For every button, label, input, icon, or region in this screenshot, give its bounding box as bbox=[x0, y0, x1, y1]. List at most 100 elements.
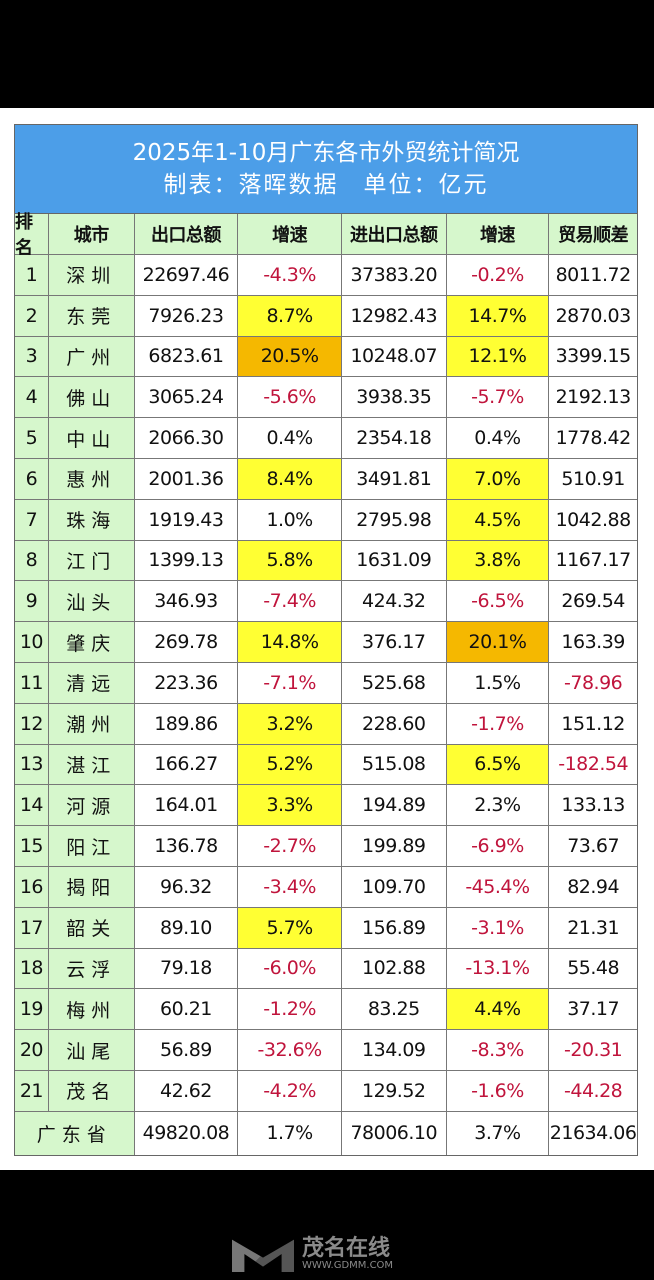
cell-rank: 20 bbox=[15, 1030, 49, 1070]
cell-export-growth: 0.4% bbox=[238, 418, 342, 458]
table-row: 3 广州 6823.61 20.5% 10248.07 12.1% 3399.15 bbox=[15, 336, 637, 378]
cell-surplus: 1042.88 bbox=[555, 508, 632, 531]
cell-export: 42.62 bbox=[135, 1070, 239, 1111]
header-row: 排名 城市 出口总额 增速 进出口总额 增速 贸易顺差 bbox=[15, 212, 637, 259]
cell-export: 6823.61 bbox=[135, 336, 239, 377]
cell-rank: 12 bbox=[15, 703, 49, 744]
table-row: 15 阳江 136.78 -2.7% 199.89 -6.9% 73.67 bbox=[15, 826, 637, 867]
cell-trade-growth: -45.4% bbox=[447, 866, 550, 907]
total-surplus: 21634.06 bbox=[549, 1122, 637, 1145]
cell-export-growth: 1.0% bbox=[238, 499, 342, 540]
cell-surplus: 3399.15 bbox=[555, 345, 632, 368]
table-row: 14 河源 164.01 3.3% 194.89 2.3% 133.13 bbox=[15, 785, 637, 827]
cell-trade-growth: -6.5% bbox=[447, 581, 550, 622]
cell-city: 深圳 bbox=[48, 255, 135, 295]
cell-trade: 129.52 bbox=[342, 1070, 447, 1111]
cell-export-growth: 5.2% bbox=[238, 744, 342, 785]
cell-surplus: -182.54 bbox=[558, 753, 629, 776]
cell-city: 佛山 bbox=[48, 377, 135, 418]
cell-export: 223.36 bbox=[135, 662, 239, 703]
total-row: 广东省 49820.08 1.7% 78006.10 3.7% 21634.06 bbox=[15, 1111, 637, 1155]
cell-export-growth: -4.3% bbox=[238, 255, 342, 295]
cell-surplus: 2192.13 bbox=[555, 386, 632, 409]
table-row: 2 东莞 7926.23 8.7% 12982.43 14.7% 2870.03 bbox=[15, 295, 637, 337]
cell-trade: 228.60 bbox=[342, 703, 447, 744]
table-row: 13 湛江 166.27 5.2% 515.08 6.5% -182.54 bbox=[15, 744, 637, 786]
cell-trade-growth: -13.1% bbox=[447, 948, 550, 989]
cell-city: 潮州 bbox=[48, 703, 135, 744]
total-export-growth: 1.7% bbox=[238, 1111, 342, 1155]
cell-city: 珠海 bbox=[48, 499, 135, 540]
cell-trade-growth: 4.5% bbox=[446, 499, 550, 540]
cell-trade-growth: -5.7% bbox=[447, 377, 550, 418]
cell-trade-growth: 1.5% bbox=[447, 662, 550, 703]
cell-rank: 11 bbox=[15, 662, 49, 703]
cell-surplus: -20.31 bbox=[564, 1039, 623, 1062]
cell-trade: 83.25 bbox=[342, 989, 447, 1030]
cell-trade: 376.17 bbox=[342, 622, 447, 662]
cell-city: 河源 bbox=[48, 785, 135, 826]
cell-export-growth: -2.7% bbox=[238, 826, 342, 866]
table-row: 8 江门 1399.13 5.8% 1631.09 3.8% 1167.17 bbox=[15, 540, 637, 582]
cell-city: 清远 bbox=[48, 662, 135, 703]
cell-export: 3065.24 bbox=[135, 377, 239, 418]
cell-export: 96.32 bbox=[135, 866, 239, 907]
cell-export: 1919.43 bbox=[135, 499, 239, 540]
cell-trade-growth: -1.7% bbox=[447, 703, 550, 744]
cell-city: 江门 bbox=[48, 540, 135, 581]
cell-trade-growth: 3.8% bbox=[446, 540, 550, 581]
table-row: 12 潮州 189.86 3.2% 228.60 -1.7% 151.12 bbox=[15, 703, 637, 745]
cell-export: 346.93 bbox=[135, 581, 239, 622]
header-export-growth: 增速 bbox=[238, 214, 342, 254]
table-body: 1 深圳 22697.46 -4.3% 37383.20 -0.2% 8011.72 2 东莞 7… bbox=[15, 255, 637, 1112]
total-label: 广东省 bbox=[15, 1111, 135, 1155]
cell-rank: 8 bbox=[15, 540, 49, 581]
cell-trade-growth: 0.4% bbox=[447, 418, 550, 458]
cell-city: 茂名 bbox=[48, 1070, 135, 1111]
table-row: 1 深圳 22697.46 -4.3% 37383.20 -0.2% 8011.72 bbox=[15, 255, 637, 296]
cell-trade: 134.09 bbox=[342, 1030, 447, 1070]
cell-export: 60.21 bbox=[135, 989, 239, 1030]
cell-city: 韶关 bbox=[48, 907, 135, 948]
table-row: 5 中山 2066.30 0.4% 2354.18 0.4% 1778.42 bbox=[15, 418, 637, 459]
cell-export: 2066.30 bbox=[135, 418, 239, 458]
cell-rank: 16 bbox=[15, 866, 49, 907]
cell-trade-growth: -0.2% bbox=[447, 255, 550, 295]
header-surplus: 贸易顺差 bbox=[549, 214, 637, 254]
cell-export: 2001.36 bbox=[135, 458, 239, 499]
cell-city: 惠州 bbox=[48, 458, 135, 499]
cell-export-growth: 3.3% bbox=[238, 785, 342, 826]
watermark: 茂名在线 WWW.GDMM.COM bbox=[232, 1236, 393, 1272]
cell-surplus: 163.39 bbox=[561, 631, 625, 654]
watermark-name: 茂名在线 bbox=[302, 1235, 391, 1261]
table-row: 6 惠州 2001.36 8.4% 3491.81 7.0% 510.91 bbox=[15, 458, 637, 500]
cell-export: 269.78 bbox=[135, 622, 239, 662]
cell-city: 湛江 bbox=[48, 744, 135, 785]
cell-trade: 525.68 bbox=[342, 662, 447, 703]
cell-trade: 515.08 bbox=[342, 744, 447, 785]
watermark-logo-icon bbox=[232, 1239, 294, 1272]
cell-trade-growth: 7.0% bbox=[446, 458, 550, 499]
cell-trade: 1631.09 bbox=[342, 540, 447, 581]
cell-trade-growth: 6.5% bbox=[446, 744, 550, 785]
table-row: 9 汕头 346.93 -7.4% 424.32 -6.5% 269.54 bbox=[15, 581, 637, 623]
cell-rank: 17 bbox=[15, 907, 49, 948]
table-row: 18 云浮 79.18 -6.0% 102.88 -13.1% 55.48 bbox=[15, 948, 637, 990]
cell-export-growth: 14.8% bbox=[238, 622, 342, 662]
header-trade-growth: 增速 bbox=[446, 214, 550, 254]
table-row: 16 揭阳 96.32 -3.4% 109.70 -45.4% 82.94 bbox=[15, 866, 637, 908]
cell-export-growth: -5.6% bbox=[238, 377, 342, 418]
cell-export: 136.78 bbox=[135, 826, 239, 866]
cell-rank: 3 bbox=[15, 336, 49, 377]
cell-surplus: 8011.72 bbox=[555, 263, 632, 286]
header-rank: 排名 bbox=[15, 212, 49, 259]
table-row: 19 梅州 60.21 -1.2% 83.25 4.4% 37.17 bbox=[15, 989, 637, 1031]
cell-rank: 19 bbox=[15, 989, 49, 1030]
table-row: 7 珠海 1919.43 1.0% 2795.98 4.5% 1042.88 bbox=[15, 499, 637, 541]
cell-export-growth: 8.4% bbox=[238, 458, 342, 499]
cell-export-growth: -3.4% bbox=[238, 866, 342, 907]
cell-rank: 2 bbox=[15, 295, 49, 336]
table-row: 4 佛山 3065.24 -5.6% 3938.35 -5.7% 2192.13 bbox=[15, 377, 637, 419]
header-city: 城市 bbox=[48, 214, 135, 254]
cell-export: 79.18 bbox=[135, 948, 239, 989]
